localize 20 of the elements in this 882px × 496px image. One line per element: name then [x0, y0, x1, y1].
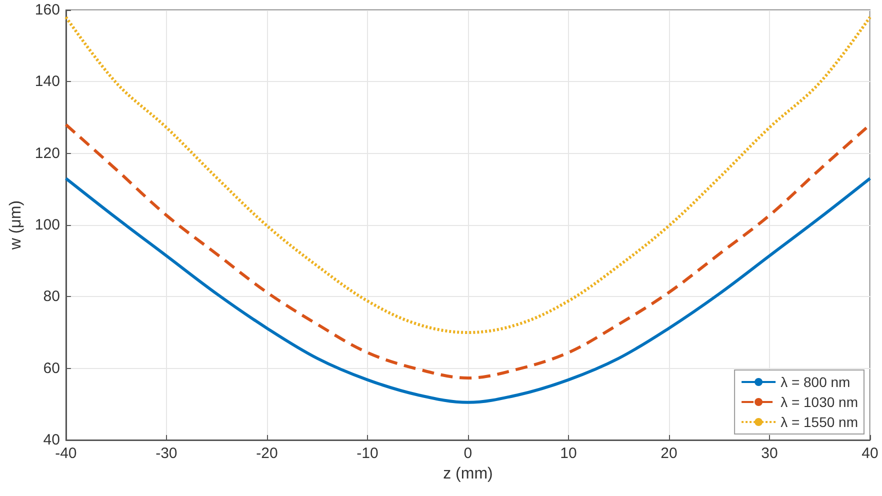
- x-tick-label: -30: [156, 445, 178, 462]
- y-tick-label: 160: [34, 2, 60, 18]
- x-axis-title: z (mm): [443, 466, 493, 482]
- y-tick-label: 120: [34, 144, 60, 162]
- legend-label: λ = 800 nm: [780, 374, 850, 390]
- legend-label: λ = 1030 nm: [780, 394, 858, 410]
- y-tick-label: 60: [43, 360, 60, 377]
- x-tick-label: 10: [560, 445, 577, 462]
- x-tick-label: -20: [256, 445, 278, 462]
- x-tick-label: 0: [464, 445, 472, 462]
- y-tick-label: 100: [34, 216, 60, 234]
- y-tick-label: 140: [34, 73, 60, 90]
- line-series: [64, 16, 872, 334]
- y-axis-title: w (μm): [8, 200, 24, 251]
- y-tick-label: 80: [43, 288, 60, 306]
- legend-label: λ = 1550 nm: [780, 414, 858, 430]
- x-tick-label: 30: [761, 445, 778, 462]
- x-tick-label: -10: [356, 445, 378, 462]
- x-tick-label: 20: [660, 445, 678, 462]
- x-tick-label: 40: [862, 445, 878, 462]
